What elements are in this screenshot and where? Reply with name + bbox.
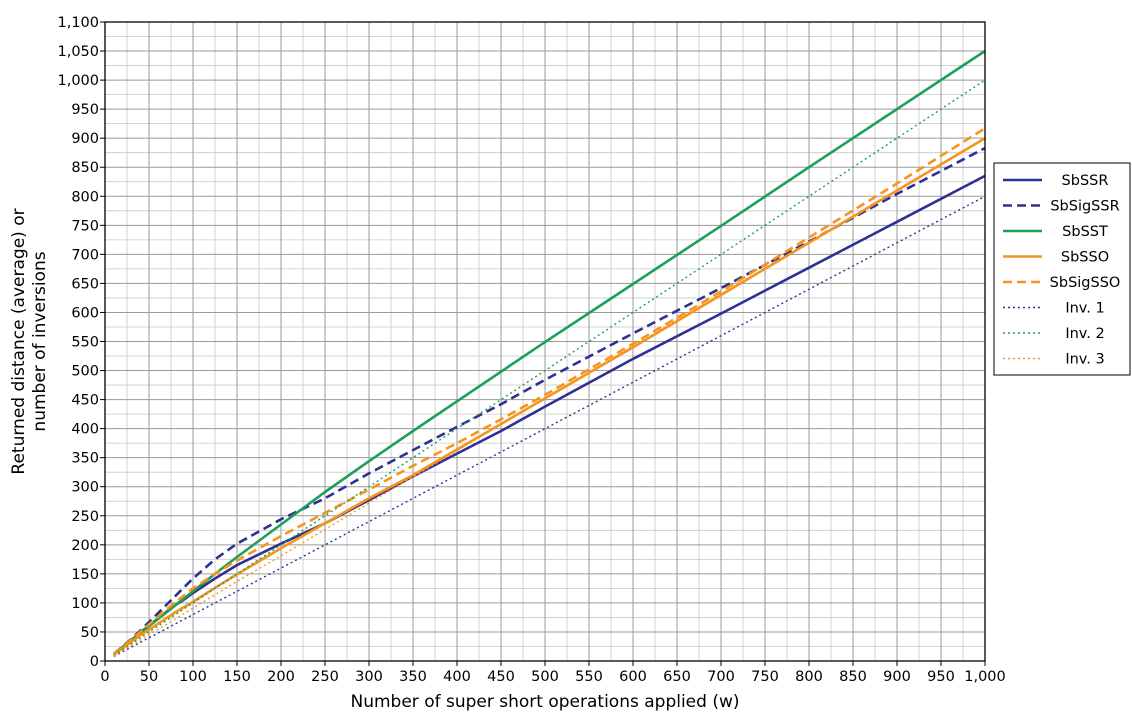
- y-tick-label: 900: [71, 131, 99, 147]
- legend-label: SbSigSSR: [1050, 199, 1119, 215]
- y-tick-label: 550: [71, 335, 99, 351]
- x-tick-label: 600: [619, 669, 647, 685]
- legend-label: SbSSO: [1061, 250, 1109, 266]
- x-tick-label: 50: [140, 669, 158, 685]
- x-tick-label: 1,000: [964, 669, 1006, 685]
- y-tick-label: 1,050: [57, 44, 99, 60]
- x-tick-label: 250: [311, 669, 339, 685]
- x-tick-label: 700: [707, 669, 735, 685]
- series-line-sbsso: [113, 137, 986, 656]
- x-tick-label: 650: [663, 669, 691, 685]
- y-tick-label: 150: [71, 567, 99, 583]
- x-tick-label: 0: [100, 669, 109, 685]
- series-line-inv-2: [113, 79, 986, 656]
- legend-label: Inv. 3: [1065, 352, 1104, 368]
- x-axis-label: Number of super short operations applied…: [351, 692, 740, 712]
- y-tick-label: 500: [71, 364, 99, 380]
- x-tick-label: 350: [399, 669, 427, 685]
- x-tick-label: 850: [839, 669, 867, 685]
- legend-label: Inv. 2: [1065, 326, 1104, 342]
- x-tick-label: 150: [223, 669, 251, 685]
- x-tick-label: 550: [575, 669, 603, 685]
- y-tick-label: 1,100: [57, 15, 99, 31]
- y-tick-label: 50: [81, 625, 99, 641]
- x-tick-label: 200: [267, 669, 295, 685]
- legend-label: SbSigSSO: [1050, 275, 1121, 291]
- x-tick-label: 300: [355, 669, 383, 685]
- x-tick-label: 400: [443, 669, 471, 685]
- y-tick-label: 300: [71, 480, 99, 496]
- y-axis-label-line: number of inversions: [30, 251, 50, 431]
- x-tick-label: 750: [751, 669, 779, 685]
- y-axis-label-line: Returned distance (average) or: [9, 208, 29, 474]
- y-tick-label: 250: [71, 509, 99, 525]
- x-tick-label: 500: [531, 669, 559, 685]
- y-tick-label: 450: [71, 393, 99, 409]
- y-axis: 0 50 100 150 200 250 300 350 400 450 500 550 600 650 7…: [57, 15, 105, 670]
- y-axis-label: Returned distance (average) ornumber of …: [9, 208, 50, 474]
- legend-box: [993, 162, 1131, 376]
- x-tick-label: 900: [883, 669, 911, 685]
- y-tick-label: 800: [71, 189, 99, 205]
- y-tick-label: 200: [71, 538, 99, 554]
- y-tick-label: 400: [71, 422, 99, 438]
- series-line-sbsst: [112, 49, 986, 656]
- y-tick-label: 850: [71, 160, 99, 176]
- x-axis: 0 50 100 150 200 250 300 350 400 450 500 550 600 650 7…: [100, 661, 1006, 685]
- y-tick-label: 650: [71, 276, 99, 292]
- y-tick-label: 600: [71, 305, 99, 321]
- series-layer: [112, 49, 986, 658]
- x-tick-label: 450: [487, 669, 515, 685]
- series-line-sbsigsso: [112, 127, 986, 656]
- series-line-sbssr: [112, 174, 986, 656]
- y-tick-label: 100: [71, 596, 99, 612]
- legend: SbSSR SbSigSSR SbSST SbSSO SbSigSSO Inv. 1 Inv…: [993, 162, 1131, 376]
- y-tick-label: 1,000: [57, 73, 99, 89]
- y-tick-label: 700: [71, 247, 99, 263]
- legend-label: SbSST: [1062, 224, 1108, 240]
- x-tick-label: 950: [927, 669, 955, 685]
- x-tick-label: 800: [795, 669, 823, 685]
- y-tick-label: 950: [71, 102, 99, 118]
- y-tick-label: 750: [71, 218, 99, 234]
- y-tick-label: 350: [71, 451, 99, 467]
- x-tick-label: 100: [179, 669, 207, 685]
- y-tick-label: 0: [90, 654, 99, 670]
- legend-label: SbSSR: [1062, 173, 1109, 189]
- legend-label: Inv. 1: [1065, 301, 1104, 317]
- series-line-sbsigssr: [112, 146, 986, 655]
- series-line-inv-1: [113, 195, 986, 658]
